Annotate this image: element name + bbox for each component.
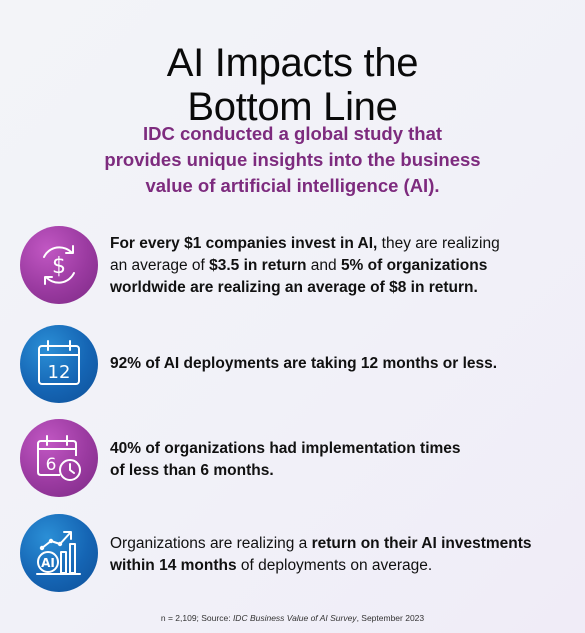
stat-implementation: 40% of organizations had implementation … <box>110 438 461 482</box>
subtitle-line-2: provides unique insights into the busine… <box>104 149 481 170</box>
stat-payback-line-1: Organizations are realizing a return on … <box>110 533 532 555</box>
stat-payback: Organizations are realizing a return on … <box>110 533 532 577</box>
calendar-12-icon-graphic: 12 <box>38 340 80 385</box>
stat-deployments: 92% of AI deployments are taking 12 mont… <box>110 353 497 375</box>
calendar-12-number: 12 <box>48 362 71 383</box>
title-line-2: Bottom Line <box>187 84 398 129</box>
stat-roi-line-1-rest: they are realizing <box>377 235 500 252</box>
stat-roi-line-2: an average of $3.5 in return and 5% of o… <box>110 255 500 277</box>
footnote-prefix: n = 2,109; Source: <box>160 613 233 623</box>
stat-implementation-line-1: 40% of organizations had implementation … <box>110 440 461 457</box>
page-title: AI Impacts the Bottom Line <box>0 41 585 129</box>
footnote-suffix: , September 2023 <box>356 613 425 623</box>
stat-payback-line-1-b: return on their AI investments <box>311 535 532 552</box>
stat-roi-line-2-d: 5% of organizations <box>340 257 488 274</box>
calendar-clock-6-icon-graphic: 6 <box>37 435 81 481</box>
stat-implementation-line-2: of less than 6 months. <box>110 462 274 479</box>
dollar-cycle-icon-graphic: $ <box>43 245 75 285</box>
stat-payback-line-2-b: of deployments on average. <box>236 557 433 574</box>
stat-roi-line-1-bold: For every $1 companies invest in AI, <box>110 235 378 252</box>
dollar-cycle-icon: $ <box>20 226 98 304</box>
stat-roi-line-2-a: an average of <box>110 257 210 274</box>
calendar-clock-6-icon: 6 <box>20 419 98 497</box>
stat-roi: For every $1 companies invest in AI, the… <box>110 233 500 299</box>
calendar-6-number: 6 <box>46 455 57 475</box>
stat-roi-line-3: worldwide are realizing an average of $8… <box>110 279 478 296</box>
title-line-1: AI Impacts the <box>166 40 419 85</box>
footnote-source: IDC Business Value of AI Survey <box>232 613 357 623</box>
ai-growth-chart-icon-graphic: AI <box>36 531 81 575</box>
svg-text:$: $ <box>52 254 66 279</box>
stat-deployments-line-1: 92% of AI deployments are taking 12 mont… <box>110 355 498 372</box>
calendar-12-icon: 12 <box>20 325 98 403</box>
subtitle: IDC conducted a global study that provid… <box>40 121 545 199</box>
stat-roi-line-2-b: $3.5 in return <box>209 257 307 274</box>
ai-badge-label: AI <box>41 556 55 570</box>
stat-payback-line-2-a: within 14 months <box>110 557 237 574</box>
stat-roi-line-2-c: and <box>306 257 341 274</box>
stat-payback-line-1-a: Organizations are realizing a <box>110 535 312 552</box>
ai-growth-chart-icon: AI <box>20 514 98 592</box>
stat-payback-line-2: within 14 months of deployments on avera… <box>110 555 532 577</box>
subtitle-line-1: IDC conducted a global study that <box>142 123 443 144</box>
source-footnote: n = 2,109; Source: IDC Business Value of… <box>0 613 585 623</box>
stat-roi-line-1: For every $1 companies invest in AI, the… <box>110 233 500 255</box>
subtitle-line-3: value of artificial intelligence (AI). <box>145 175 440 196</box>
